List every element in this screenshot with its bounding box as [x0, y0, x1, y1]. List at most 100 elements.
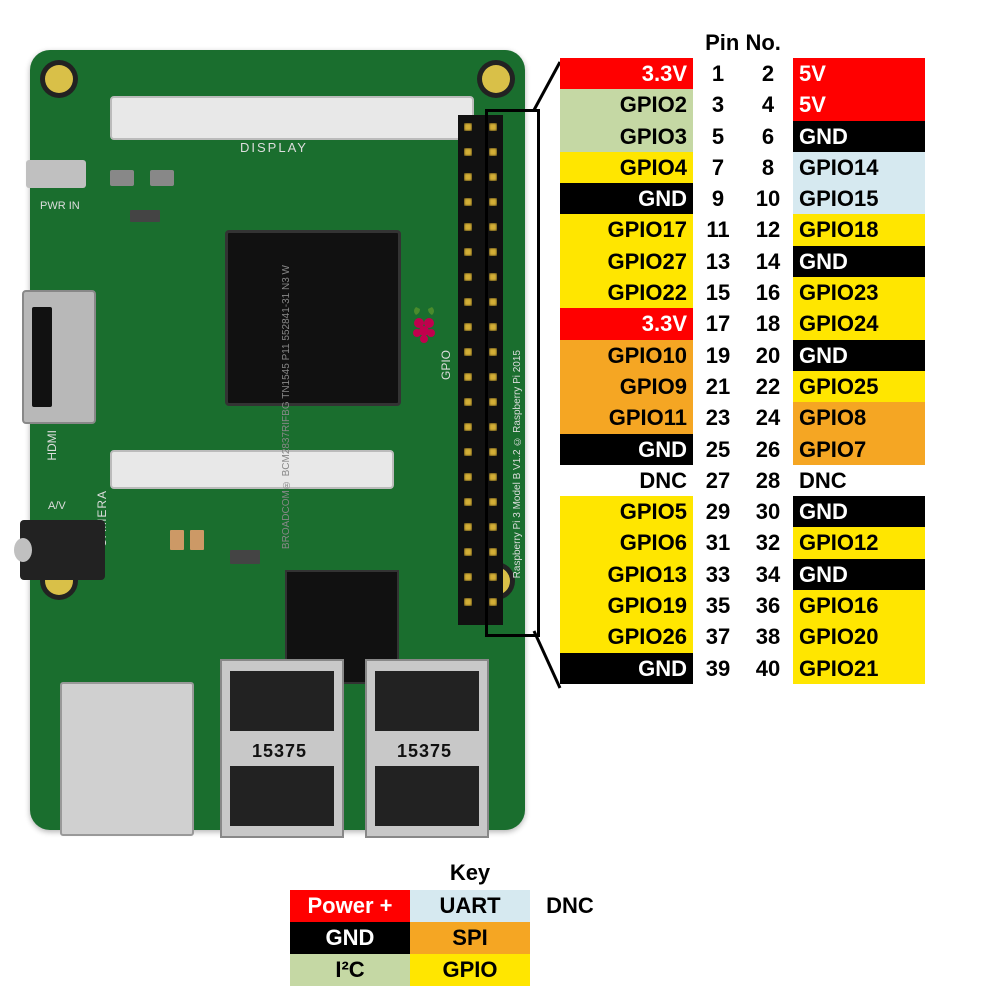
- legend-cell: [530, 954, 610, 986]
- pin-number: 4: [743, 89, 793, 120]
- pin-number: 30: [743, 496, 793, 527]
- pin-number: 17: [693, 308, 743, 339]
- pin-row: DNC2728DNC: [560, 465, 925, 496]
- pinout-table: Pin No. 3.3V125VGPIO2345VGPIO356GNDGPIO4…: [560, 28, 925, 684]
- pin-right-label: GPIO8: [793, 402, 925, 433]
- soc-text: BROADCOM® BCM2837RIFBG TN1545 P11 552841…: [280, 265, 293, 549]
- display-label: DISPLAY: [240, 140, 308, 155]
- pin-number: 18: [743, 308, 793, 339]
- pin-left-label: GPIO22: [560, 277, 693, 308]
- pin-number: 23: [693, 402, 743, 433]
- smd-component-icon: [230, 550, 260, 564]
- usb-port: 15375: [365, 659, 489, 838]
- pin-row: GPIO263738GPIO20: [560, 621, 925, 652]
- pin-row: GND2526GPIO7: [560, 434, 925, 465]
- pin-row: GPIO63132GPIO12: [560, 527, 925, 558]
- pin-row: GPIO478GPIO14: [560, 152, 925, 183]
- pin-row: GPIO133334GND: [560, 559, 925, 590]
- pin-row: GPIO193536GPIO16: [560, 590, 925, 621]
- gpio-header-label: GPIO: [439, 350, 453, 380]
- pin-number: 12: [743, 214, 793, 245]
- pin-number: 33: [693, 559, 743, 590]
- pin-row: GPIO2345V: [560, 89, 925, 120]
- pin-number: 32: [743, 527, 793, 558]
- smd-component-icon: [170, 530, 184, 550]
- pin-number: 1: [693, 58, 743, 89]
- pin-left-label: GPIO9: [560, 371, 693, 402]
- pin-row: GND910GPIO15: [560, 183, 925, 214]
- pin-right-label: GPIO24: [793, 308, 925, 339]
- pin-number: 19: [693, 340, 743, 371]
- model-text: Raspberry Pi 3 Model B V1.2 © Raspberry …: [512, 350, 523, 578]
- pin-left-label: GPIO19: [560, 590, 693, 621]
- pin-row: GPIO92122GPIO25: [560, 371, 925, 402]
- ethernet-port: [60, 682, 194, 836]
- pin-left-label: GPIO3: [560, 121, 693, 152]
- power-in-label: PWR IN: [40, 200, 80, 212]
- pin-row: GPIO271314GND: [560, 246, 925, 277]
- legend-title: Key: [290, 860, 610, 886]
- pin-number: 39: [693, 653, 743, 684]
- pin-right-label: GPIO18: [793, 214, 925, 245]
- display-connector: [110, 96, 474, 140]
- pin-right-label: GPIO21: [793, 653, 925, 684]
- pin-number: 14: [743, 246, 793, 277]
- pin-right-label: GPIO7: [793, 434, 925, 465]
- pin-number: 34: [743, 559, 793, 590]
- soc-chip: [225, 230, 401, 406]
- pin-row: 3.3V125V: [560, 58, 925, 89]
- pin-number: 3: [693, 89, 743, 120]
- pin-left-label: DNC: [560, 465, 693, 496]
- pin-right-label: GND: [793, 496, 925, 527]
- pin-row: GPIO101920GND: [560, 340, 925, 371]
- pin-number: 21: [693, 371, 743, 402]
- mount-hole-icon: [40, 60, 78, 98]
- pin-left-label: GPIO11: [560, 402, 693, 433]
- usb-port: 15375: [220, 659, 344, 838]
- pin-number: 25: [693, 434, 743, 465]
- legend-cell: SPI: [410, 922, 530, 954]
- pin-left-label: GND: [560, 183, 693, 214]
- pin-number: 28: [743, 465, 793, 496]
- pin-right-label: GPIO12: [793, 527, 925, 558]
- pin-left-label: GPIO2: [560, 89, 693, 120]
- legend-cell: [530, 922, 610, 954]
- pin-left-label: 3.3V: [560, 308, 693, 339]
- pin-left-label: 3.3V: [560, 58, 693, 89]
- pin-left-label: GPIO13: [560, 559, 693, 590]
- raspberry-logo-icon: [410, 305, 438, 352]
- micro-usb-port: [26, 160, 86, 188]
- pin-right-label: GPIO23: [793, 277, 925, 308]
- av-jack: [20, 520, 105, 580]
- pin-left-label: GPIO27: [560, 246, 693, 277]
- legend-cell: GPIO: [410, 954, 530, 986]
- pin-right-label: GND: [793, 559, 925, 590]
- hdmi-port: [22, 290, 96, 424]
- smd-component-icon: [130, 210, 160, 222]
- smd-component-icon: [110, 170, 134, 186]
- pin-row: 3.3V1718GPIO24: [560, 308, 925, 339]
- pin-number: 10: [743, 183, 793, 214]
- pin-right-label: GPIO16: [793, 590, 925, 621]
- pin-left-label: GPIO6: [560, 527, 693, 558]
- pin-right-label: GPIO20: [793, 621, 925, 652]
- gpio-header: [458, 115, 503, 625]
- pin-number: 2: [743, 58, 793, 89]
- mount-hole-icon: [477, 60, 515, 98]
- pin-left-label: GND: [560, 434, 693, 465]
- legend-cell: UART: [410, 890, 530, 922]
- pin-number: 40: [743, 653, 793, 684]
- pin-number: 7: [693, 152, 743, 183]
- legend-cell: I²C: [290, 954, 410, 986]
- camera-connector: [110, 450, 394, 489]
- pin-right-label: GND: [793, 340, 925, 371]
- pin-row: GND3940GPIO21: [560, 653, 925, 684]
- legend: Key Power +UARTDNCGNDSPII²CGPIO: [290, 860, 610, 986]
- pin-row: GPIO171112GPIO18: [560, 214, 925, 245]
- pin-number-header: Pin No.: [693, 30, 793, 56]
- hdmi-label: HDMI: [45, 430, 59, 461]
- pin-number: 13: [693, 246, 743, 277]
- raspberry-pi-board: DISPLAY PWR IN HDMI CAMERA A/V BROADCOM®…: [30, 50, 525, 830]
- pin-number: 38: [743, 621, 793, 652]
- pin-right-label: GPIO15: [793, 183, 925, 214]
